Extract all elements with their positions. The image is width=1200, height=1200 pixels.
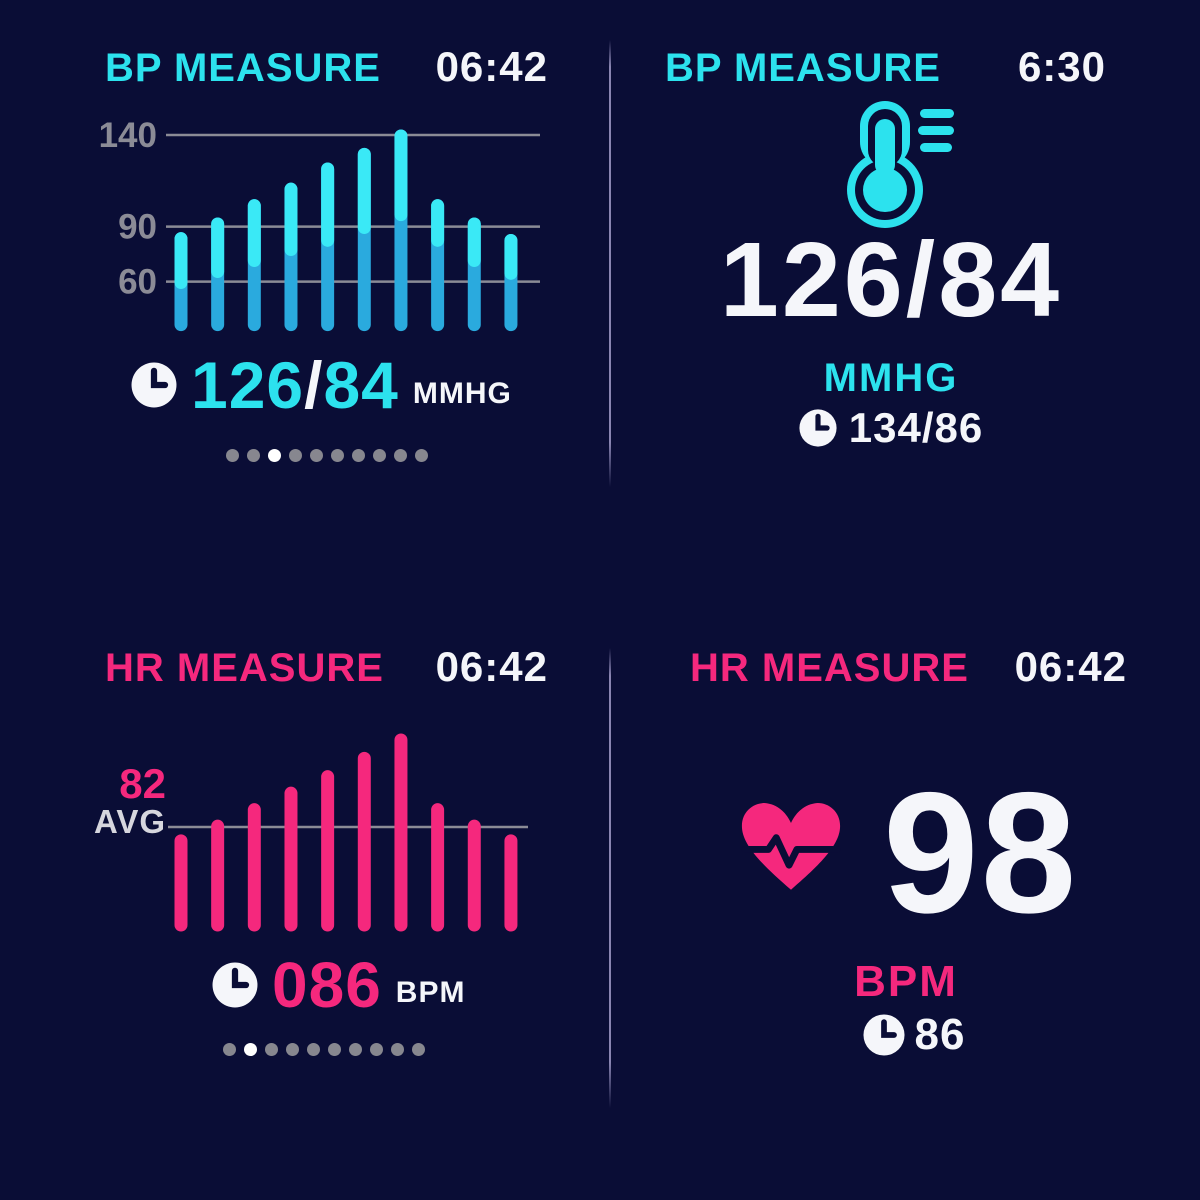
hr-avg-label: AVG — [93, 803, 166, 840]
bp-bar-chart: 140 90 60 — [100, 118, 540, 332]
hr-bar-chart — [168, 733, 528, 932]
page-title: BP MEASURE — [105, 46, 381, 90]
page-indicator — [226, 449, 428, 462]
hr-value: 086 — [272, 949, 382, 1021]
clock-icon — [131, 362, 177, 408]
hr-unit: BPM — [395, 976, 466, 1009]
clock-time: 06:42 — [435, 43, 548, 90]
bp-monitor-icon — [847, 101, 954, 228]
page-dot[interactable] — [328, 1043, 341, 1056]
page-dot-active[interactable] — [268, 449, 281, 462]
page-dot[interactable] — [307, 1043, 320, 1056]
page-indicator — [223, 1043, 425, 1056]
hr-current-unit: BPM — [854, 957, 958, 1006]
bp-last-value: 134/86 — [848, 404, 984, 451]
page-dot[interactable] — [247, 449, 260, 462]
page-dot-active[interactable] — [244, 1043, 257, 1056]
diastolic-value: 84 — [323, 348, 399, 422]
panel-header: HR MEASURE 06:42 — [690, 644, 1127, 691]
page-dot[interactable] — [289, 449, 302, 462]
page-dot[interactable] — [223, 1043, 236, 1056]
panel-bp-chart: BP MEASURE 06:42 140 90 60 126 / 84 MMHG — [0, 0, 600, 600]
hr-current-value: 98 — [883, 757, 1079, 949]
panel-hr-current: HR MEASURE 06:42 98 BPM 86 — [600, 600, 1200, 1200]
reading-list-icon — [918, 109, 954, 152]
hr-last-reading: 86 — [614, 1010, 1200, 1060]
page-dot[interactable] — [391, 1043, 404, 1056]
page-dot[interactable] — [226, 449, 239, 462]
hr-last-value: 86 — [914, 1010, 966, 1059]
bp-separator: / — [304, 348, 324, 422]
page-dot[interactable] — [412, 1043, 425, 1056]
panel-header: HR MEASURE 06:42 — [105, 644, 548, 691]
clock-time: 6:30 — [1017, 43, 1106, 90]
page-dot[interactable] — [370, 1043, 383, 1056]
page-dot[interactable] — [331, 449, 344, 462]
systolic-value: 126 — [191, 348, 305, 422]
page-title: HR MEASURE — [105, 646, 384, 690]
page-dot[interactable] — [394, 449, 407, 462]
clock-time: 06:42 — [1014, 643, 1127, 690]
page-title: HR MEASURE — [690, 646, 969, 690]
page-dot[interactable] — [373, 449, 386, 462]
page-dot[interactable] — [352, 449, 365, 462]
panel-bp-current: BP MEASURE 6:30 126/84 MMHG 134/86 — [600, 0, 1200, 600]
page-dot[interactable] — [286, 1043, 299, 1056]
hr-avg-value: 82 — [119, 760, 166, 807]
svg-text:60: 60 — [118, 263, 157, 302]
page-dot[interactable] — [265, 1043, 278, 1056]
bp-reading: 126 / 84 MMHG — [131, 352, 512, 418]
clock-icon — [212, 962, 258, 1008]
bp-unit: MMHG — [412, 377, 512, 410]
page-dot[interactable] — [349, 1043, 362, 1056]
page-title: BP MEASURE — [665, 46, 941, 90]
svg-text:90: 90 — [118, 208, 157, 247]
hr-reading: 086 BPM — [212, 953, 465, 1017]
page-dot[interactable] — [415, 449, 428, 462]
panel-header: BP MEASURE 6:30 — [665, 44, 1106, 91]
clock-icon — [862, 1014, 905, 1056]
heart-pulse-icon — [741, 803, 841, 890]
panel-header: BP MEASURE 06:42 — [105, 44, 548, 91]
divider-line — [609, 648, 611, 1108]
clock-icon — [799, 409, 837, 447]
bp-current-unit: MMHG — [823, 356, 959, 400]
bp-current-value: 126/84 — [719, 221, 1063, 339]
bp-last-reading: 134/86 — [600, 404, 1182, 452]
clock-time: 06:42 — [435, 643, 548, 690]
divider-line — [609, 40, 611, 487]
page-dot[interactable] — [310, 449, 323, 462]
panel-hr-chart: HR MEASURE 06:42 82 AVG 086 BPM — [0, 600, 600, 1200]
svg-text:140: 140 — [100, 118, 157, 155]
